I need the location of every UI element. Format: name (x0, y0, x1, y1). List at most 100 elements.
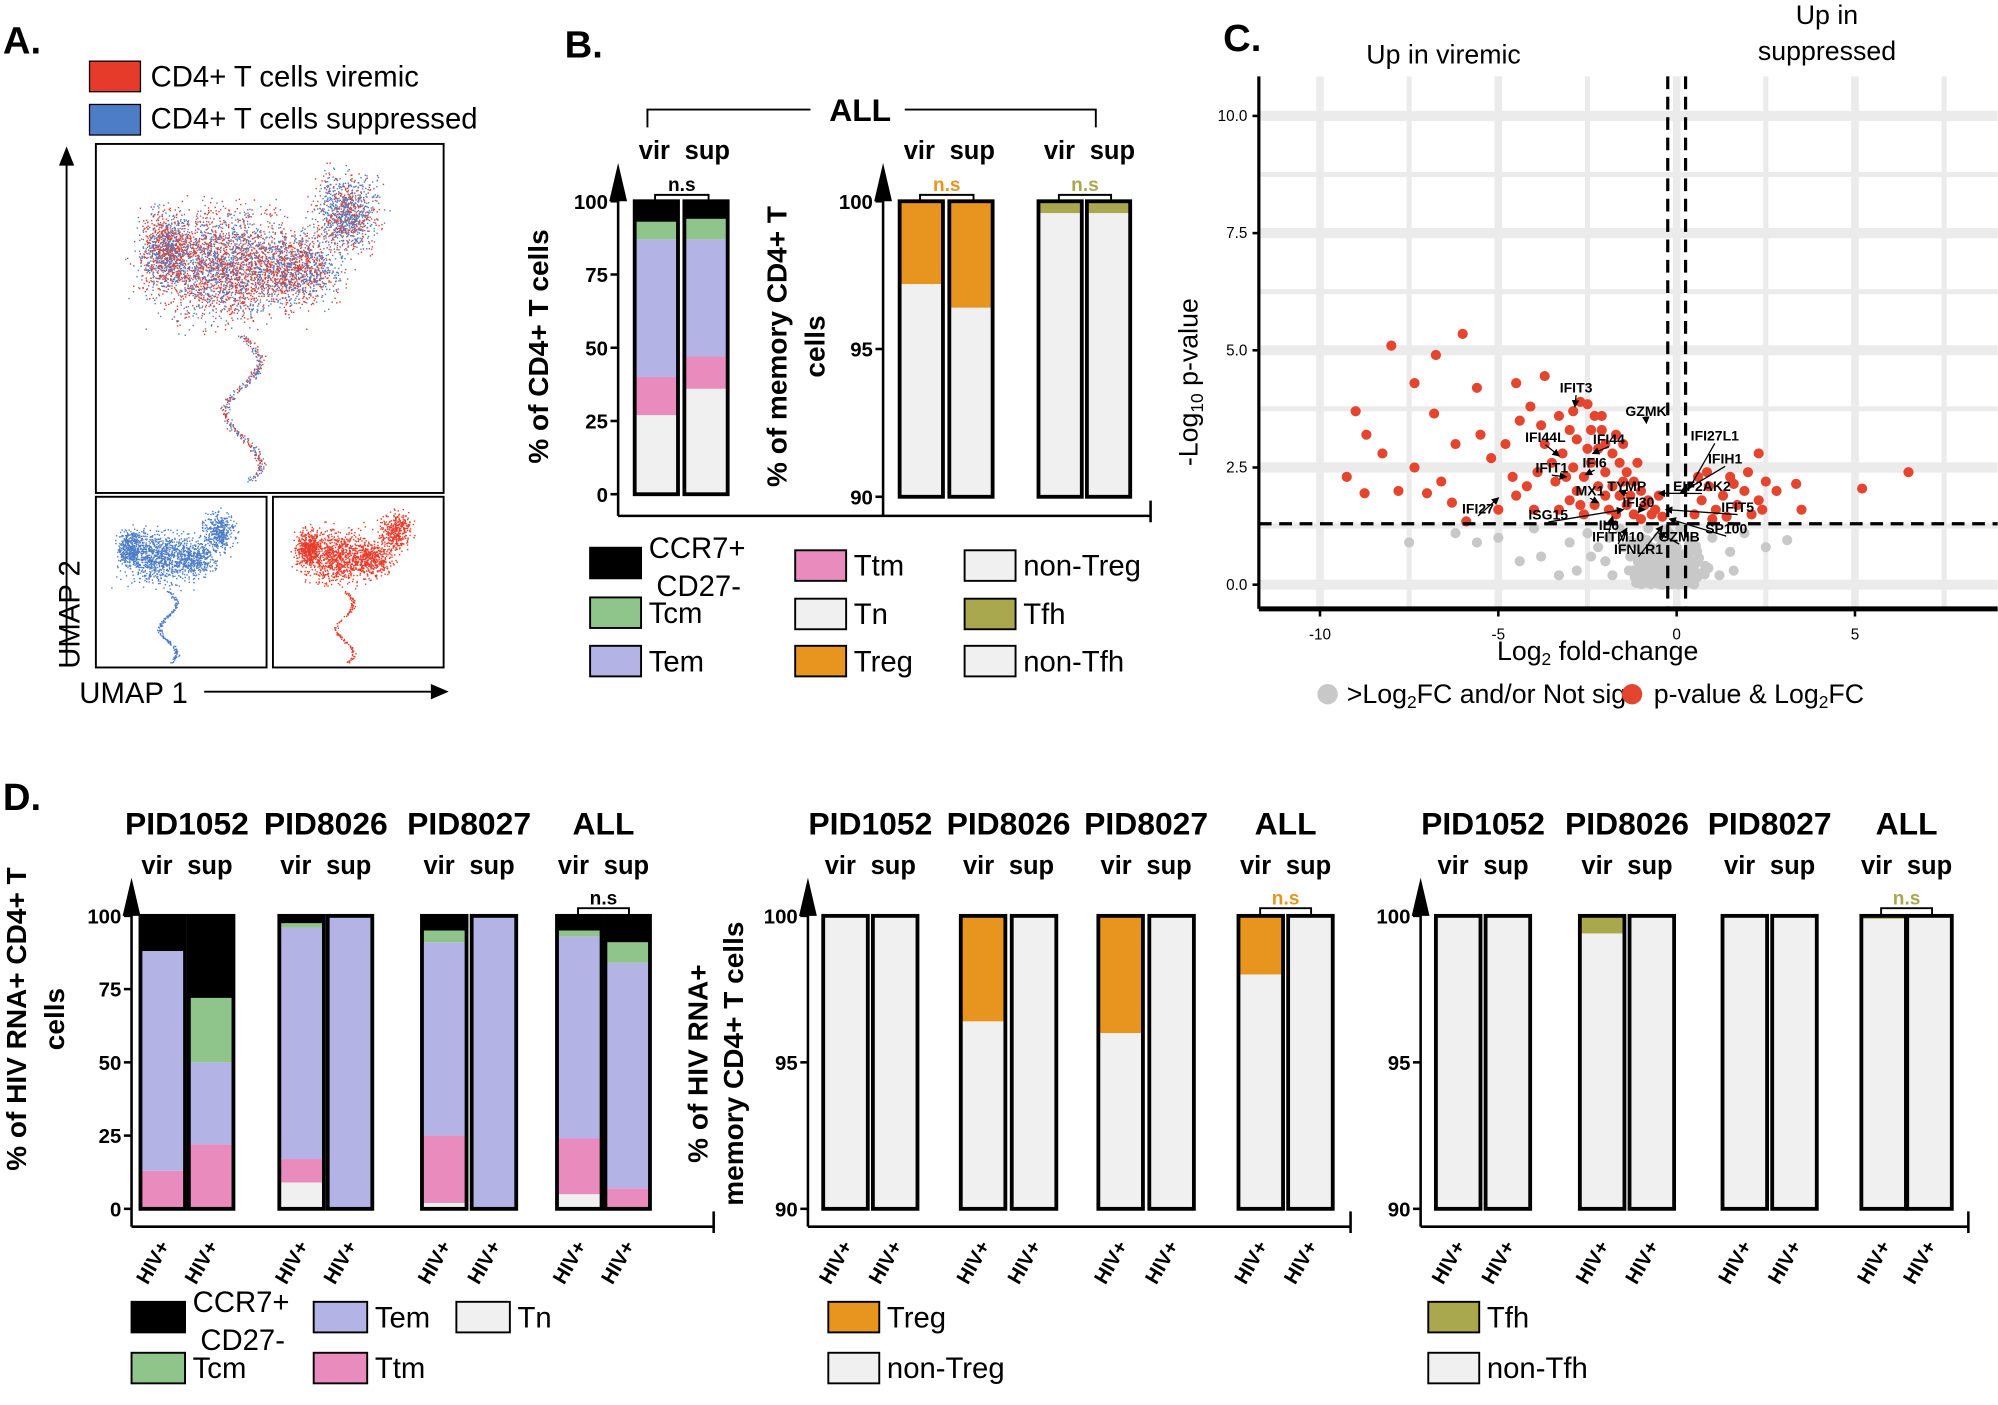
umap-cell-dot (140, 238, 143, 240)
umap-cell-dot (208, 242, 211, 244)
umap-cell-dot (312, 303, 315, 305)
umap-cell-dot (199, 249, 201, 251)
umap-cell-dot (237, 218, 239, 220)
umap-cell-dot (341, 205, 343, 208)
umap-cell-dot (302, 270, 304, 272)
umap-cell-dot (287, 271, 290, 274)
umap-cell-dot (284, 215, 286, 218)
umap-cell-dot (159, 262, 162, 264)
umap-cell-dot (235, 274, 237, 277)
umap-cell-dot (232, 273, 235, 276)
umap-cell-dot (288, 259, 291, 261)
umap-cell-dot (194, 270, 196, 273)
umap-cell-dot (267, 269, 270, 271)
umap-cell-dot (243, 312, 245, 314)
umap-cell-dot (235, 236, 238, 238)
umap-cell-dot (296, 250, 299, 252)
umap-cell-dot (231, 248, 233, 250)
umap-cell-dot (234, 257, 236, 260)
umap-cell-dot (337, 193, 340, 196)
umap-cell-dot (206, 298, 209, 301)
umap-cell-dot (323, 258, 325, 261)
umap-cell-dot (274, 248, 276, 250)
umap-cell-dot (273, 261, 275, 263)
umap-cell-dot (373, 221, 375, 224)
umap-cell-dot (227, 223, 230, 226)
umap-cell-dot (237, 433, 240, 435)
umap-cell-dot (331, 218, 334, 221)
umap-cell-dot (262, 284, 265, 286)
umap-cell-dot (284, 257, 286, 259)
umap-cell-dot (295, 285, 298, 287)
umap-cell-dot (174, 257, 176, 260)
umap-cell-dot (307, 279, 309, 281)
umap-cell-dot (283, 274, 286, 276)
umap-cell-dot (187, 243, 189, 246)
umap-cell-dot (223, 219, 225, 222)
umap-cell-dot (267, 305, 270, 307)
umap-cell-dot (212, 309, 214, 311)
umap-cell-dot (177, 206, 180, 209)
umap-cell-dot (181, 225, 183, 227)
umap-cell-dot (259, 271, 261, 273)
umap-cell-dot (341, 216, 344, 218)
umap-cell-dot (263, 288, 266, 290)
umap-cell-dot (335, 231, 338, 234)
umap-cell-dot (195, 244, 197, 246)
umap-cell-dot (159, 276, 161, 278)
umap-cell-dot (272, 271, 274, 273)
umap-cell-dot (346, 239, 348, 242)
umap-cell-dot (178, 249, 181, 252)
umap-cell-dot (347, 170, 349, 172)
umap-cell-dot (288, 246, 290, 248)
umap-cell-dot (273, 258, 276, 260)
umap-cell-dot (242, 310, 244, 313)
umap-cell-dot (165, 253, 167, 256)
umap-cell-dot (149, 267, 152, 269)
umap-cell-dot (285, 310, 288, 312)
umap-cell-dot (274, 279, 276, 281)
umap-cell-dot (182, 243, 185, 245)
umap-cell-dot (221, 281, 224, 283)
umap-cell-dot (174, 240, 176, 243)
umap-cell-dot (163, 243, 165, 245)
umap-cell-dot (210, 289, 212, 291)
umap-cell-dot (211, 284, 213, 287)
umap-cell-dot (174, 288, 177, 291)
umap-cell-dot (150, 270, 153, 272)
umap-cell-dot (346, 232, 349, 234)
umap-cell-dot (168, 273, 171, 276)
umap-cell-dot (201, 260, 203, 262)
umap-cell-dot (261, 290, 263, 293)
umap-cell-dot (178, 294, 180, 296)
umap-cell-dot (350, 235, 352, 237)
umap-cell-dot (156, 252, 158, 254)
umap-cell-dot (239, 256, 242, 259)
umap-cell-dot (218, 211, 220, 213)
umap-cell-dot (296, 253, 298, 256)
umap-cell-dot (332, 222, 334, 225)
umap-cell-dot (187, 246, 189, 248)
umap-cell-dot (302, 240, 304, 242)
umap-cell-dot (144, 256, 147, 259)
umap-cell-dot (208, 244, 211, 246)
umap-cell-dot (264, 272, 267, 274)
umap-cell-dot (299, 250, 301, 252)
umap-cell-dot (325, 231, 328, 233)
umap-cell-dot (334, 213, 336, 215)
umap-cell-dot (293, 289, 295, 292)
umap-cell-dot (354, 231, 356, 234)
umap-cell-dot (267, 280, 269, 282)
umap-cell-dot (255, 479, 257, 482)
umap-cell-dot (170, 245, 173, 248)
umap-cell-dot (249, 223, 251, 225)
umap-cell-dot (305, 239, 307, 242)
umap-cell-dot (136, 275, 138, 278)
umap-cell-dot (306, 328, 308, 330)
umap-cell-dot (295, 292, 297, 294)
umap-cell-dot (234, 300, 236, 303)
umap-cell-dot (244, 297, 247, 299)
umap-cell-dot (242, 294, 245, 296)
umap-cell-dot (198, 283, 200, 285)
umap-cell-dot (234, 282, 237, 285)
